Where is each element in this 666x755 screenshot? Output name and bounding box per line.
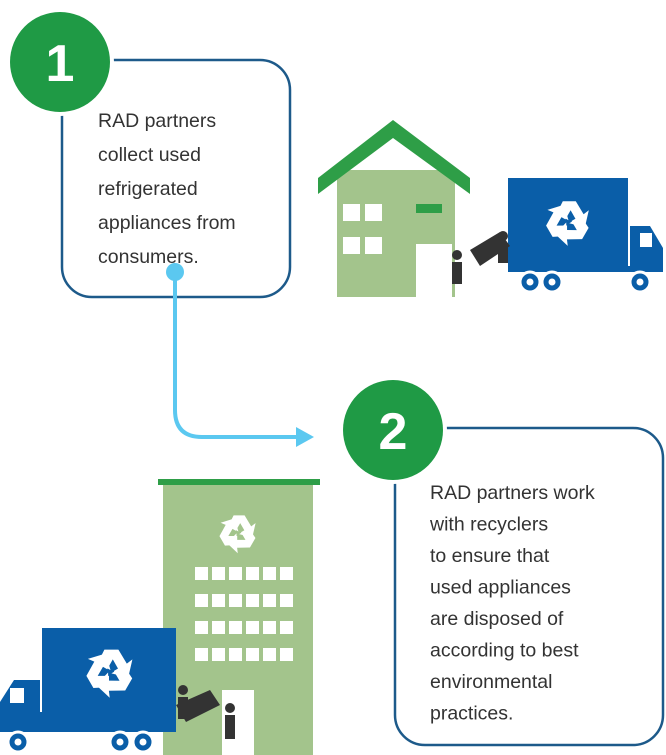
text-line: are disposed of [430, 608, 564, 630]
text-line: environmental [430, 671, 552, 693]
window [229, 621, 242, 634]
window [212, 594, 225, 607]
window [263, 648, 276, 661]
text-line: RAD partners [98, 110, 216, 132]
window [229, 648, 242, 661]
window [246, 621, 259, 634]
step-badge [10, 12, 110, 112]
window [195, 567, 208, 580]
step-text: RAD partners collect used refrigerated appl… [98, 110, 236, 268]
window [280, 567, 293, 580]
text-line: used appliances [430, 577, 571, 599]
text-line: RAD partners work [430, 482, 595, 504]
truck-illustration [452, 178, 663, 294]
arrow-head [296, 427, 314, 447]
window [263, 621, 276, 634]
text-line: with recyclers [429, 514, 548, 536]
text-line: according to best [430, 640, 579, 662]
window [212, 621, 225, 634]
window [280, 621, 293, 634]
text-line: consumers. [98, 246, 199, 268]
connector [173, 272, 298, 439]
window [246, 594, 259, 607]
window [246, 567, 259, 580]
text-line: practices. [430, 703, 513, 725]
window [263, 567, 276, 580]
window [280, 648, 293, 661]
window [280, 594, 293, 607]
building-illustration [158, 479, 320, 755]
step-number: 2 [379, 403, 408, 461]
window [212, 567, 225, 580]
window [229, 594, 242, 607]
truck-illustration [0, 628, 235, 754]
step-number: 1 [46, 35, 75, 93]
text-line: to ensure that [430, 545, 550, 567]
window [195, 594, 208, 607]
window [195, 621, 208, 634]
window [212, 648, 225, 661]
house-illustration [318, 120, 470, 297]
window [195, 648, 208, 661]
text-line: appliances from [98, 212, 236, 234]
text-line: refrigerated [98, 178, 198, 200]
window [246, 648, 259, 661]
window [263, 594, 276, 607]
text-line: collect used [98, 144, 201, 166]
window [229, 567, 242, 580]
step-box [393, 426, 665, 747]
connector-dot [166, 263, 184, 281]
step-badge [343, 380, 443, 480]
step-text: RAD partners work with recyclers to ensure… [429, 482, 595, 725]
